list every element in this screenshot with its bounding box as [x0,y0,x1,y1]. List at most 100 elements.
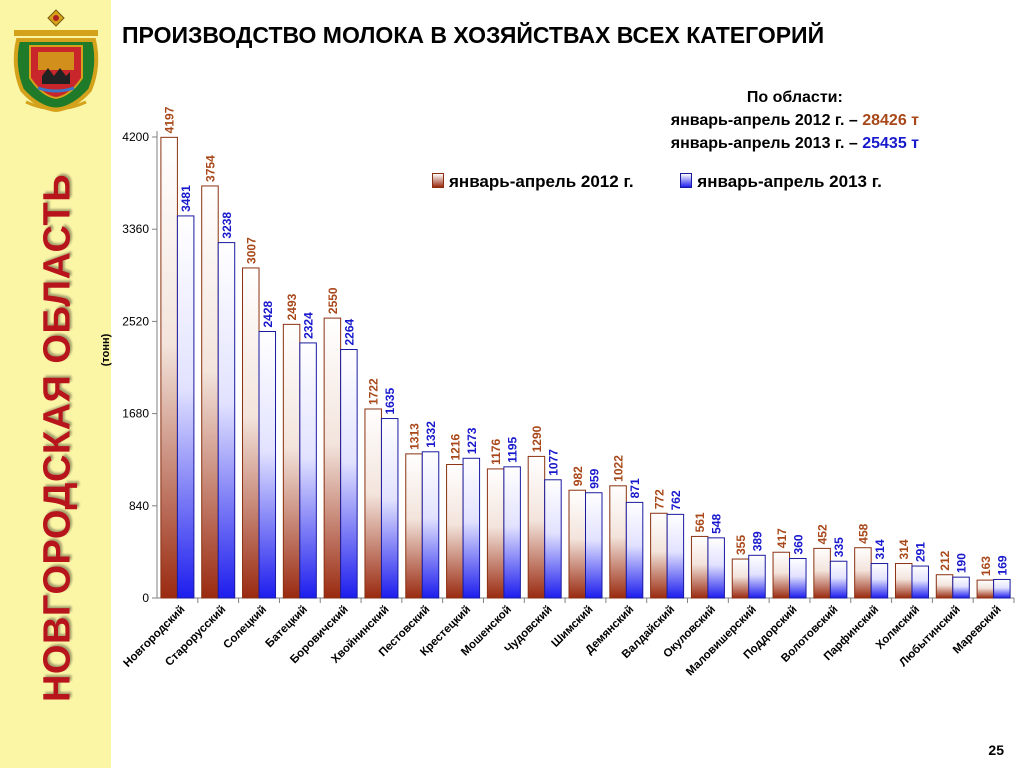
category-label: Маловишерский [684,604,759,679]
data-label: 2324 [302,312,316,339]
data-label: 1722 [367,378,381,405]
bar [789,557,807,599]
data-label: 1332 [424,421,438,448]
data-label: 3481 [179,185,193,212]
bar [772,551,791,599]
data-label: 212 [938,550,952,570]
summary-line-2012: январь-апрель 2012 г. – 28426 т [671,109,919,132]
data-label: 3007 [244,237,258,264]
summary-value-2012: 28426 т [862,112,919,129]
y-tick-label: 2520 [122,314,149,328]
data-label: 871 [628,478,642,498]
sidebar: НОВГОРОДСКАЯ ОБЛАСТЬ [0,0,111,768]
legend-item-2013: январь-апрель 2013 г. [680,172,882,192]
bar [242,267,260,599]
data-label: 458 [856,523,870,543]
bar [568,489,586,599]
bar [544,479,562,599]
bar [650,512,668,599]
bar [870,563,889,599]
data-label: 2550 [326,287,340,314]
bar [380,418,399,599]
page-number: 25 [988,742,1004,758]
legend-swatch-2012 [432,173,444,188]
category-label: Солецкий [221,604,269,652]
data-label: 1195 [506,436,520,462]
bar [609,485,627,599]
y-tick-label: 840 [129,499,149,513]
bar [911,565,929,599]
bar [952,576,970,599]
data-label: 4197 [163,106,177,133]
data-label: 452 [816,524,830,544]
bar [625,501,644,599]
bar [935,574,954,599]
y-tick-label: 0 [142,591,149,605]
data-label: 314 [873,539,887,559]
data-label: 169 [995,555,1009,575]
bar [707,537,725,599]
summary-value-2013: 25435 т [862,135,919,152]
bar [364,408,382,599]
data-label: 2493 [285,293,299,320]
chart-bars [160,136,1011,599]
data-label: 1176 [489,439,503,465]
data-label: 163 [979,556,993,576]
bar [486,468,505,599]
y-tick-label: 3360 [122,222,149,236]
bar [748,554,766,599]
bar [160,136,178,599]
summary-heading: По области: [746,89,843,106]
bar [854,547,872,599]
data-label: 314 [897,539,911,559]
bar [462,457,481,599]
bar [666,513,685,599]
data-label: 1290 [530,425,544,452]
bar [993,578,1011,599]
summary-label-2012: январь-апрель 2012 г. – [670,112,863,129]
bar [976,579,995,599]
bar [829,560,848,599]
data-label: 1635 [383,388,397,415]
bar [421,451,440,599]
bar [894,563,913,599]
bar [340,348,358,599]
data-label: 291 [914,542,928,562]
summary-line-2013: январь-апрель 2013 г. – 25435 т [671,132,919,155]
bar [282,323,301,599]
data-label: 3754 [203,155,217,182]
data-label: 355 [734,535,748,555]
summary-box: По области: январь-апрель 2012 г. – 2842… [671,86,919,155]
bar [527,455,546,599]
legend-label-2013: январь-апрель 2013 г. [697,172,882,191]
data-label: 2428 [261,300,275,327]
page-title: ПРОИЗВОДСТВО МОЛОКА В ХОЗЯЙСТВАХ ВСЕХ КА… [122,22,825,48]
data-label: 1216 [448,434,462,461]
data-label: 389 [750,531,764,551]
legend-swatch-2013 [680,173,693,188]
data-label: 772 [652,489,666,509]
bar [258,330,277,599]
bar [690,535,709,599]
y-tick-label: 4200 [122,130,149,144]
bar [405,453,423,599]
data-label: 2264 [342,318,356,345]
bar [217,242,236,599]
data-label: 959 [587,468,601,488]
bar [176,215,195,599]
bar [323,317,342,599]
y-tick-label: 1680 [122,407,149,421]
coat-of-arms-icon [13,9,99,113]
data-label: 360 [791,534,805,554]
legend-label-2012: январь-апрель 2012 г. [449,172,634,191]
data-label: 1077 [546,449,560,476]
data-label: 3238 [220,212,234,239]
data-label: 1313 [408,423,422,450]
data-label: 982 [571,466,585,486]
chart-legend: январь-апрель 2012 г. январь-апрель 2013… [432,172,882,192]
data-label: 561 [693,512,707,532]
bar [813,547,831,599]
summary-label-2013: январь-апрель 2013 г. – [670,135,863,152]
bar [446,464,464,599]
